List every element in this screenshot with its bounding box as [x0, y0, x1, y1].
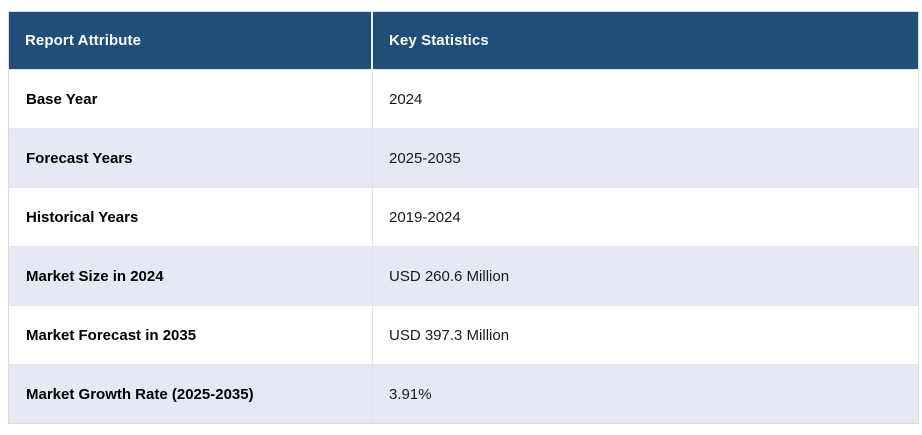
column-header-key-statistics: Key Statistics — [389, 32, 489, 49]
table-row-market-forecast: Market Forecast in 2035 USD 397.3 Millio… — [9, 305, 918, 364]
row-value: 2024 — [389, 90, 423, 108]
row-value: USD 260.6 Million — [389, 267, 510, 285]
row-attribute: Base Year — [9, 70, 373, 128]
row-attribute: Forecast Years — [9, 129, 373, 187]
report-summary-table: Report Attribute Key Statistics Base Yea… — [8, 11, 919, 424]
row-attribute: Market Size in 2024 — [9, 247, 373, 305]
table-row-base-year: Base Year 2024 — [9, 69, 918, 128]
table-row-historical-years: Historical Years 2019-2024 — [9, 187, 918, 246]
row-value: 2025-2035 — [389, 149, 461, 167]
table-row-market-growth-rate: Market Growth Rate (2025-2035) 3.91% — [9, 364, 918, 423]
row-value: 2019-2024 — [389, 208, 461, 226]
row-value: 3.91% — [389, 385, 432, 403]
row-attribute: Market Forecast in 2035 — [9, 306, 373, 364]
table-row-forecast-years: Forecast Years 2025-2035 — [9, 128, 918, 187]
row-value: USD 397.3 Million — [389, 326, 510, 344]
row-attribute: Market Growth Rate (2025-2035) — [9, 365, 373, 423]
table-row-market-size: Market Size in 2024 USD 260.6 Million — [9, 246, 918, 305]
column-header-report-attribute: Report Attribute — [9, 12, 373, 69]
table-header-row: Report Attribute Key Statistics — [9, 12, 918, 69]
row-attribute: Historical Years — [9, 188, 373, 246]
